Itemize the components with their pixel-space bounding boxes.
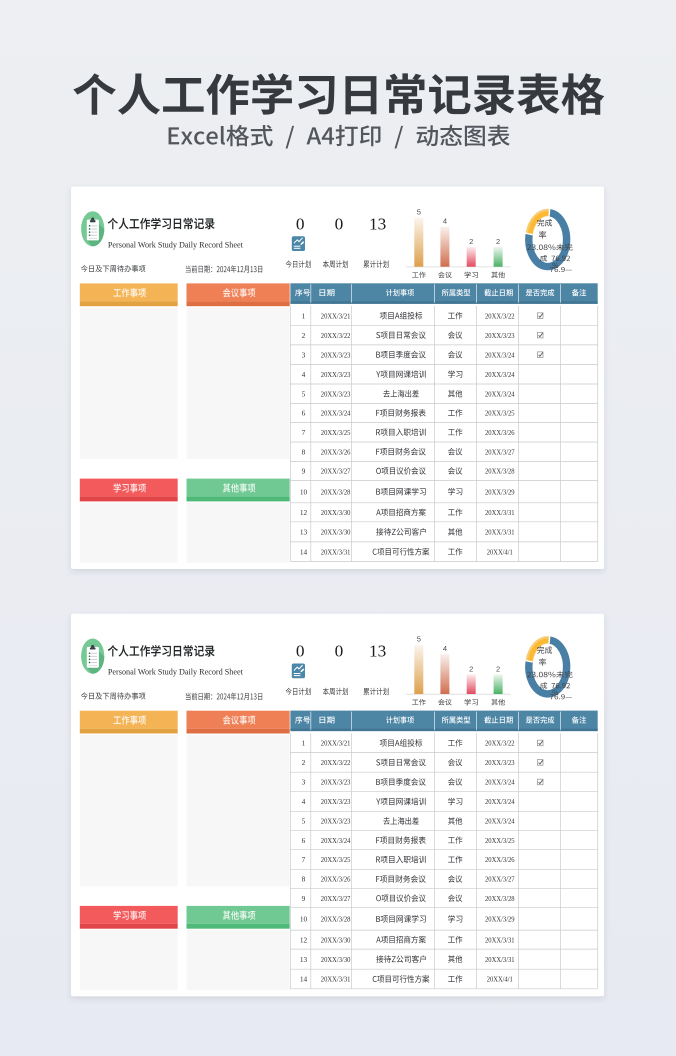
svg-text:5: 5 <box>417 207 421 216</box>
svg-text:20XX/3/26: 20XX/3/26 <box>485 428 515 437</box>
svg-text:20XX/4/1: 20XX/4/1 <box>487 547 513 556</box>
svg-text:20XX/3/28: 20XX/3/28 <box>321 487 351 496</box>
svg-text:8: 8 <box>302 447 306 456</box>
svg-text:20XX/3/29: 20XX/3/29 <box>485 487 515 496</box>
svg-text:12: 12 <box>300 508 308 517</box>
svg-text:20XX/3/25: 20XX/3/25 <box>485 409 515 418</box>
svg-text:20XX/3/28: 20XX/3/28 <box>485 467 515 476</box>
svg-text:2: 2 <box>496 237 500 246</box>
svg-text:5: 5 <box>302 389 306 398</box>
svg-text:20XX/3/30: 20XX/3/30 <box>321 528 351 537</box>
svg-text:20XX/3/23: 20XX/3/23 <box>321 370 351 379</box>
svg-text:20XX/3/23: 20XX/3/23 <box>321 350 351 359</box>
svg-text:20XX/3/30: 20XX/3/30 <box>321 508 351 517</box>
svg-text:20XX/3/22: 20XX/3/22 <box>485 311 515 320</box>
svg-text:20XX/3/31: 20XX/3/31 <box>485 508 515 517</box>
svg-text:9: 9 <box>302 467 306 476</box>
svg-text:20XX/3/27: 20XX/3/27 <box>321 467 351 476</box>
svg-text:1: 1 <box>302 311 306 320</box>
svg-text:4: 4 <box>302 370 306 379</box>
svg-text:2: 2 <box>302 331 306 340</box>
svg-text:20XX/3/24: 20XX/3/24 <box>321 409 351 418</box>
svg-text:Personal Work Study Daily Reco: Personal Work Study Daily Record Sheet <box>108 240 244 249</box>
svg-text:7: 7 <box>302 428 306 437</box>
svg-text:20XX/3/22: 20XX/3/22 <box>321 331 351 340</box>
svg-text:4: 4 <box>443 217 447 226</box>
svg-text:20XX/3/24: 20XX/3/24 <box>485 389 515 398</box>
svg-text:3: 3 <box>302 350 306 359</box>
svg-text:10: 10 <box>300 487 308 496</box>
svg-text:20XX/3/26: 20XX/3/26 <box>321 447 351 456</box>
svg-text:13: 13 <box>300 528 308 537</box>
svg-text:13: 13 <box>369 214 386 233</box>
svg-text:0: 0 <box>335 214 344 233</box>
svg-text:20XX/3/21: 20XX/3/21 <box>321 311 351 320</box>
svg-text:20XX/3/24: 20XX/3/24 <box>485 370 515 379</box>
svg-text:20XX/3/31: 20XX/3/31 <box>485 528 515 537</box>
svg-text:2: 2 <box>469 237 473 246</box>
svg-text:20XX/3/31: 20XX/3/31 <box>321 547 351 556</box>
svg-text:20XX/3/27: 20XX/3/27 <box>485 447 515 456</box>
svg-text:20XX/3/24: 20XX/3/24 <box>485 350 515 359</box>
svg-text:0: 0 <box>296 214 305 233</box>
svg-text:20XX/3/23: 20XX/3/23 <box>485 331 515 340</box>
svg-text:14: 14 <box>300 547 308 556</box>
svg-text:6: 6 <box>302 409 306 418</box>
svg-text:20XX/3/23: 20XX/3/23 <box>321 389 351 398</box>
svg-text:20XX/3/25: 20XX/3/25 <box>321 428 351 437</box>
